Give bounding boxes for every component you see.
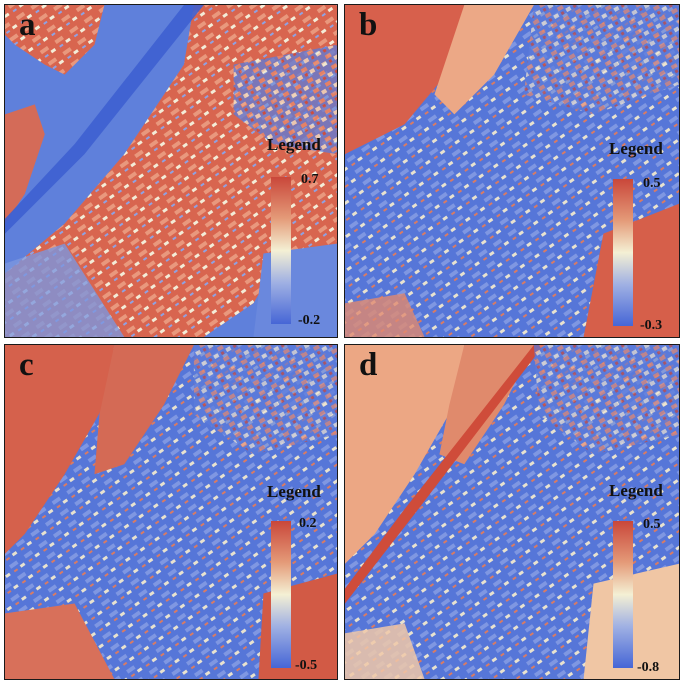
legend-min-c: -0.5 (295, 658, 318, 673)
legend-title-a: Legend (267, 135, 321, 154)
legend-colorbar-b (613, 179, 633, 326)
legend-max-b: 0.5 (643, 176, 661, 191)
legend-title-d: Legend (609, 481, 663, 500)
map-panel-b: b Legend 0.5 -0.3 (344, 4, 680, 338)
panel-label-a: a (19, 7, 36, 43)
map-panel-a: a Legend 0.7 -0.2 (4, 4, 338, 338)
panel-label-d: d (359, 347, 378, 383)
legend-max-d: 0.5 (643, 517, 661, 532)
legend-min-b: -0.3 (640, 318, 663, 333)
map-panel-d: d Legend 0.5 -0.8 (344, 344, 680, 680)
legend-title-c: Legend (267, 482, 321, 501)
legend-max-c: 0.2 (299, 516, 317, 531)
legend-min-d: -0.8 (637, 660, 660, 675)
legend-min-a: -0.2 (298, 313, 321, 328)
map-panel-c: c Legend 0.2 -0.5 (4, 344, 338, 680)
legend-colorbar-d (613, 521, 633, 668)
legend-colorbar-c (271, 521, 291, 668)
panel-label-c: c (19, 347, 34, 383)
legend-max-a: 0.7 (301, 172, 319, 187)
legend-title-b: Legend (609, 139, 663, 158)
legend-colorbar-a (271, 177, 291, 324)
panel-label-b: b (359, 7, 378, 43)
